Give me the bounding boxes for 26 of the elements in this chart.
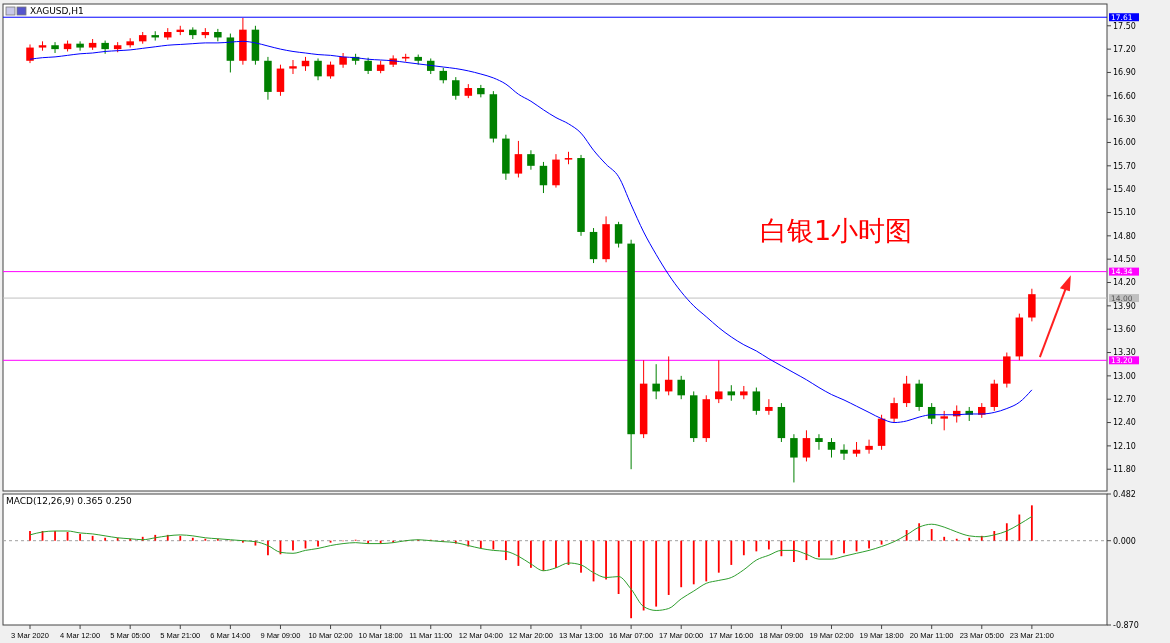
- y-tick-label: 12.70: [1113, 395, 1136, 404]
- y-tick-label: -0.870: [1113, 620, 1139, 630]
- y-tick-label: 16.30: [1113, 114, 1136, 124]
- annotation: 白银1小时图: [760, 215, 913, 246]
- y-tick-label: 15.10: [1113, 208, 1136, 218]
- y-tick-label: 14.20: [1113, 278, 1136, 288]
- y-tick-label: 14.50: [1113, 254, 1136, 264]
- y-tick-label: 12.10: [1113, 441, 1136, 451]
- chart-title: XAGUSD,H1: [30, 6, 84, 16]
- y-tick-label: 16.90: [1113, 68, 1136, 78]
- y-tick-label: 16.60: [1113, 91, 1136, 101]
- y-tick-label: 15.40: [1113, 184, 1136, 194]
- y-tick-label: 17.50: [1113, 21, 1136, 31]
- y-tick-label: 13.60: [1113, 324, 1136, 334]
- y-tick-label: 17.20: [1113, 44, 1136, 54]
- y-tick-label: 13.90: [1113, 301, 1136, 311]
- y-tick-label: 16.00: [1113, 138, 1136, 148]
- y-tick-label: 13.30: [1113, 348, 1136, 358]
- y-tick-label: 15.70: [1113, 161, 1136, 171]
- y-tick-label: 0.482: [1113, 489, 1136, 499]
- y-tick-label: 11.80: [1113, 465, 1136, 475]
- y-tick-label: 14.80: [1113, 231, 1136, 241]
- y-tick-label: 13.00: [1113, 371, 1136, 381]
- y-tick-label: 0.000: [1113, 536, 1136, 546]
- y-tick-label: 12.40: [1113, 418, 1136, 428]
- chart-title: MACD(12,26,9) 0.365 0.250: [6, 496, 132, 506]
